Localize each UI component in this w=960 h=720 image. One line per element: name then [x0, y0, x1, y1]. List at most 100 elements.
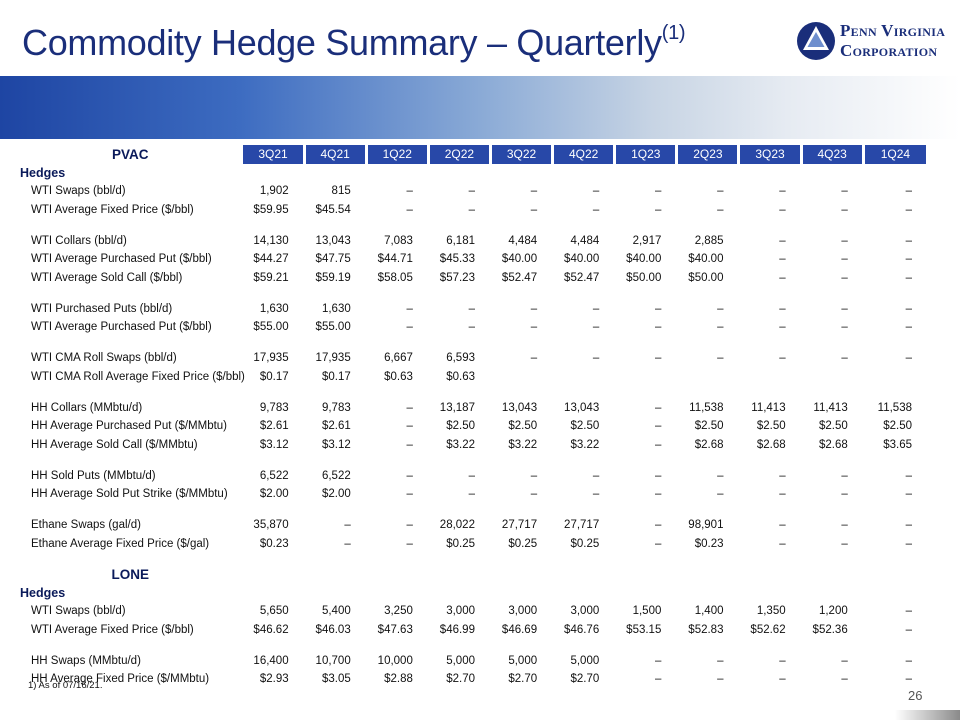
row-value: – [530, 302, 538, 315]
row-value: $3.12 [321, 438, 351, 451]
row-value: 6,181 [446, 234, 475, 247]
row-value: – [905, 321, 912, 334]
row-value: – [592, 321, 600, 334]
row-value: 13,043 [564, 401, 600, 414]
row-value: – [841, 352, 848, 365]
row-value: $2.50 [570, 420, 600, 433]
row-value: – [905, 253, 912, 266]
group-spacer [20, 454, 926, 467]
row-value: 10,700 [315, 654, 351, 667]
row-value: 5,000 [570, 654, 600, 667]
row-value: – [468, 203, 475, 216]
row-value: – [592, 469, 600, 482]
title-footnote-marker: (1) [661, 22, 686, 44]
table-row: HH Average Fixed Price ($/MMbtu) $2.93 $3.… [20, 670, 926, 689]
table-row: WTI CMA Roll Average Fixed Price ($/bbl)… [20, 368, 926, 387]
row-value: 7,083 [384, 234, 413, 247]
row-value: – [406, 321, 413, 334]
row-value: $2.00 [259, 488, 289, 501]
table-row: WTI Purchased Puts (bbl/d) 1,630 1,630 – – – –… [20, 300, 926, 319]
row-value: $2.50 [756, 420, 786, 433]
quarter-header: 1Q24 [861, 145, 926, 164]
row-value: – [779, 537, 786, 550]
row-label: WTI Swaps (bbl/d) [31, 185, 126, 198]
row-value: $2.70 [508, 673, 538, 686]
row-value: – [344, 537, 351, 550]
row-value: – [717, 469, 724, 482]
row-label: HH Swaps (MMbtu/d) [31, 654, 141, 667]
row-value: – [468, 469, 475, 482]
row-value: $2.88 [384, 673, 413, 686]
row-value: $0.25 [570, 537, 600, 550]
row-value: $55.00 [253, 321, 289, 334]
row-value: 13,187 [439, 401, 475, 414]
row-value: $52.83 [688, 623, 724, 636]
group-spacer [20, 504, 926, 517]
row-value: – [592, 352, 600, 365]
bottom-accent-bar [895, 710, 960, 720]
row-value: $2.70 [570, 673, 600, 686]
row-value: 4,484 [570, 234, 600, 247]
row-label: WTI Average Fixed Price ($/bbl) [31, 623, 194, 636]
table-row: WTI Average Sold Call ($/bbl) $59.21 $59.1… [20, 269, 926, 288]
row-value: – [779, 321, 786, 334]
row-value: 1,200 [818, 605, 848, 618]
section-header-row: LONE [20, 565, 926, 584]
row-value: – [344, 519, 351, 532]
row-label: WTI Average Purchased Put ($/bbl) [31, 321, 212, 334]
row-value: – [654, 401, 662, 414]
table-row: WTI Swaps (bbl/d) 1,902 815 – – – – – – – – – [20, 182, 926, 201]
row-value: – [905, 654, 912, 667]
row-value: 3,000 [570, 605, 600, 618]
table-row: HH Sold Puts (MMbtu/d) 6,522 6,522 – – – – – – – –… [20, 467, 926, 486]
table-row: HH Collars (MMbtu/d) 9,783 9,783 – 13,187 13,… [20, 399, 926, 418]
row-value: $59.95 [253, 203, 289, 216]
row-value: – [654, 321, 662, 334]
row-value: – [592, 302, 600, 315]
row-value: $2.68 [694, 438, 724, 451]
header-gradient-band [0, 76, 960, 139]
row-value [489, 368, 551, 387]
row-value: 11,413 [751, 401, 786, 414]
quarter-header: 1Q23 [613, 145, 676, 164]
group-spacer [20, 386, 926, 399]
row-value: $2.50 [446, 420, 475, 433]
row-value: $44.27 [253, 253, 289, 266]
row-value: $2.00 [321, 488, 351, 501]
row-value: 1,500 [632, 605, 662, 618]
row-value: – [592, 488, 600, 501]
row-value: – [841, 234, 848, 247]
row-value: 5,400 [321, 605, 351, 618]
quarter-header: 4Q23 [799, 145, 862, 164]
row-value: – [841, 253, 848, 266]
row-value: 3,250 [384, 605, 413, 618]
row-label: HH Average Sold Call ($/MMbtu) [31, 438, 198, 451]
quarter-header: 3Q23 [737, 145, 800, 164]
row-value: – [717, 321, 724, 334]
row-value: – [654, 654, 662, 667]
row-value: 3,000 [508, 605, 538, 618]
row-value: $52.47 [501, 271, 538, 284]
table-row: WTI Collars (bbl/d) 14,130 13,043 7,083 6,18… [20, 232, 926, 251]
row-label: WTI CMA Roll Swaps (bbl/d) [31, 352, 177, 365]
row-value: 16,400 [253, 654, 289, 667]
row-value: – [841, 537, 848, 550]
row-value: $46.69 [501, 623, 538, 636]
table-row: HH Average Sold Put Strike ($/MMbtu) $2.0… [20, 485, 926, 504]
row-value: – [841, 488, 848, 501]
row-value: $57.23 [439, 271, 475, 284]
row-value: 2,885 [694, 234, 724, 247]
row-value: $0.17 [259, 370, 289, 383]
row-value: – [717, 488, 724, 501]
row-value: $59.19 [315, 271, 351, 284]
row-value: 1,400 [694, 605, 724, 618]
row-value: $46.99 [439, 623, 475, 636]
row-value: 28,022 [439, 519, 475, 532]
row-value: – [779, 673, 786, 686]
row-value: – [654, 469, 662, 482]
table-row: HH Average Sold Call ($/MMbtu) $3.12 $3.12… [20, 436, 926, 455]
row-value: 9,783 [321, 401, 351, 414]
row-value: $40.00 [688, 253, 724, 266]
row-value: – [779, 271, 786, 284]
row-value: 1,902 [259, 185, 289, 198]
